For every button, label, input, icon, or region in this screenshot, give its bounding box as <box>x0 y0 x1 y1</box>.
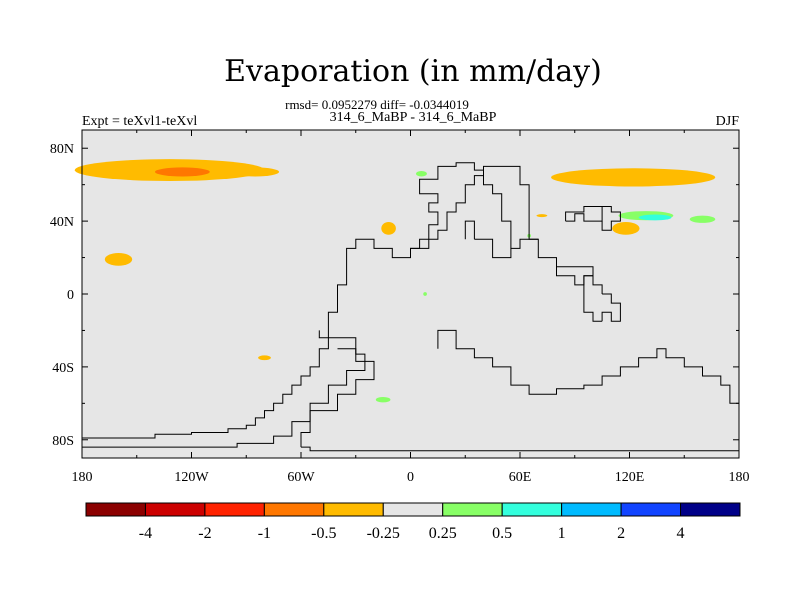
colorbar: -4 -2 -1 -0.5 -0.25 0.25 0.5 1 2 4 <box>85 502 741 542</box>
coastline-layer <box>82 162 739 452</box>
x-tick-label: 0 <box>407 470 414 485</box>
coastline-9 <box>601 293 621 322</box>
anomaly-region-15 <box>375 396 391 403</box>
anomaly-layer <box>74 159 716 403</box>
x-axis: 180 120W 60W 0 60E 120E 180 <box>72 130 750 485</box>
anomaly-region-3 <box>551 168 716 187</box>
anomaly-region-14 <box>423 292 427 296</box>
colorbar-box-0 <box>85 502 146 517</box>
left-label: Expt = teXvl1-teXvl <box>82 114 197 129</box>
coastline-2 <box>300 348 375 448</box>
coastline-8 <box>556 266 594 286</box>
x-tick-label: 60E <box>509 470 532 485</box>
anomaly-region-5 <box>381 222 396 235</box>
coastline-4 <box>437 329 739 404</box>
anomaly-region-4 <box>104 253 133 266</box>
y-tick-label: 80S <box>52 434 74 449</box>
colorbar-box-7 <box>501 502 563 517</box>
colorbar-box-9 <box>620 502 682 517</box>
colorbar-label: -4 <box>139 525 152 542</box>
coastline-0 <box>82 165 603 439</box>
anomaly-region-12 <box>415 171 427 177</box>
coastline-1 <box>82 330 366 448</box>
anomaly-region-7 <box>258 355 271 361</box>
plot-area <box>74 129 740 459</box>
anomaly-region-11 <box>689 215 716 223</box>
colorbar-box-8 <box>561 502 622 517</box>
coastline-3 <box>301 446 739 452</box>
colorbar-box-2 <box>204 502 265 517</box>
y-tick-label: 80N <box>50 142 74 157</box>
colorbar-label: -1 <box>258 525 271 542</box>
colorbar-box-6 <box>442 502 503 517</box>
colorbar-label: -0.5 <box>311 525 336 542</box>
anomaly-region-2 <box>231 167 280 177</box>
y-tick-label: 40N <box>50 215 74 230</box>
colorbar-label: 1 <box>558 525 566 542</box>
stats-line: rmsd= 0.0952279 diff= -0.0344019 <box>285 97 469 112</box>
colorbar-box-1 <box>144 502 206 517</box>
x-tick-label: 180 <box>72 470 93 485</box>
right-label: DJF <box>716 114 740 129</box>
colorbar-box-3 <box>263 502 325 517</box>
colorbar-box-4 <box>323 502 384 517</box>
colorbar-label: 0.5 <box>492 525 512 542</box>
colorbar-box-5 <box>382 502 444 517</box>
coastline-12 <box>601 206 621 231</box>
anomaly-region-8 <box>536 214 548 218</box>
coastline-7 <box>474 238 539 259</box>
center-label: 314_6_MaBP - 314_6_MaBP <box>330 110 497 125</box>
colorbar-label: 0.25 <box>429 525 457 542</box>
colorbar-label: 2 <box>617 525 625 542</box>
y-tick-label: 40S <box>52 361 74 376</box>
anomaly-region-6 <box>612 222 640 235</box>
chart-title: Evaporation (in mm/day) <box>224 54 602 89</box>
coastline-5 <box>410 162 512 258</box>
colorbar-label: -2 <box>198 525 211 542</box>
y-axis: 80N 40N 0 40S 80S <box>50 142 739 449</box>
x-tick-label: 60W <box>287 470 315 485</box>
coastline-10 <box>592 275 603 294</box>
x-tick-label: 120E <box>615 470 645 485</box>
anomaly-region-1 <box>155 167 210 177</box>
x-tick-label: 180 <box>729 470 750 485</box>
colorbar-label: 4 <box>677 525 685 542</box>
y-tick-label: 0 <box>67 288 74 303</box>
colorbar-box-10 <box>680 502 741 517</box>
anomaly-region-10 <box>638 214 672 221</box>
coastline-6 <box>464 220 475 240</box>
colorbar-label: -0.25 <box>367 525 400 542</box>
x-tick-label: 120W <box>174 470 209 485</box>
